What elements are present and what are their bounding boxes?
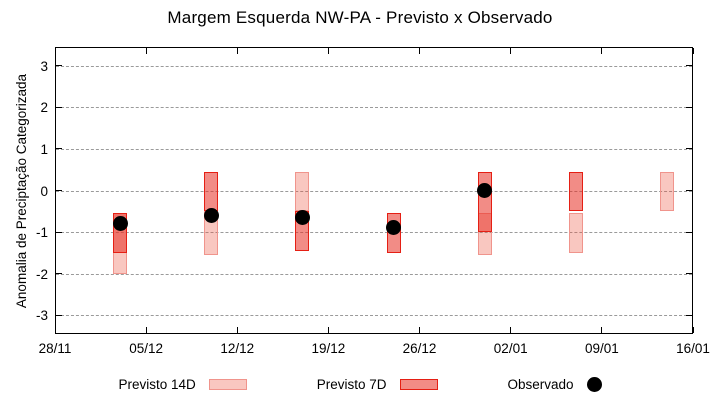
x-axis-tick — [419, 327, 421, 333]
gridline — [56, 315, 692, 317]
legend-item-previsto-14d: Previsto 14D — [118, 376, 247, 392]
x-tick-label: 09/01 — [584, 341, 619, 356]
gridline — [56, 273, 692, 275]
y-tick-label: 2 — [40, 100, 48, 116]
y-axis-tick — [56, 314, 62, 316]
x-tick-label: 05/12 — [129, 341, 164, 356]
chart-title: Margem Esquerda NW-PA - Previsto x Obser… — [167, 8, 553, 27]
x-axis-tick — [327, 48, 329, 54]
y-axis-tick — [686, 65, 692, 67]
y-tick-label: -2 — [35, 266, 48, 282]
legend-label-observado: Observado — [507, 376, 574, 392]
y-axis-tick — [56, 148, 62, 150]
legend-label-previsto-7d: Previsto 7D — [316, 376, 387, 392]
y-axis-tick — [686, 106, 692, 108]
legend-item-observado: Observado — [507, 376, 602, 392]
x-axis-tick — [54, 48, 56, 54]
previsto-14d-bar — [659, 171, 674, 212]
y-axis-tick — [56, 231, 62, 233]
y-axis-tick — [686, 273, 692, 275]
x-axis-tick — [236, 48, 238, 54]
observado-dot-icon — [586, 376, 602, 392]
x-tick-label: 26/12 — [402, 341, 437, 356]
x-axis-tick — [601, 327, 603, 333]
x-axis-tick — [145, 48, 147, 54]
observado-point — [294, 210, 310, 226]
observado-point — [112, 216, 128, 232]
previsto-14d-swatch — [208, 378, 247, 390]
y-axis-tick — [686, 190, 692, 191]
gridline — [56, 65, 692, 67]
x-axis-tick — [145, 327, 147, 333]
gridline — [56, 232, 692, 234]
previsto-7d-swatch — [399, 378, 438, 390]
x-axis-tick — [510, 48, 512, 54]
y-tick-label: 1 — [40, 141, 48, 157]
x-tick-label: 19/12 — [311, 341, 346, 356]
x-axis-tick — [692, 48, 694, 54]
x-tick-label: 16/01 — [676, 341, 710, 356]
y-axis-tick — [686, 148, 692, 150]
y-tick-label: 3 — [40, 58, 48, 74]
y-tick-label: 0 — [40, 183, 48, 199]
previsto-7d-bar — [568, 171, 583, 212]
previsto-14d-bar — [568, 213, 583, 253]
x-tick-label: 12/12 — [220, 341, 255, 356]
observado-point — [386, 220, 402, 236]
y-axis-tick — [56, 106, 62, 108]
legend-item-previsto-7d: Previsto 7D — [317, 377, 438, 392]
y-axis-tick — [686, 314, 692, 316]
gridline — [56, 148, 692, 150]
x-axis-tick — [692, 327, 694, 333]
legend: Previsto 14D Previsto 7D Observado — [0, 372, 720, 396]
y-axis-tick — [56, 190, 62, 191]
y-tick-label: -3 — [35, 308, 48, 324]
x-axis-tick — [419, 48, 421, 54]
previsto-14d-bar — [295, 171, 310, 212]
previsto-7d-bar — [477, 171, 492, 233]
x-axis-tick — [54, 327, 56, 333]
y-axis-tick — [56, 65, 62, 67]
x-tick-label: 28/11 — [38, 341, 72, 356]
y-tick-label: -1 — [35, 225, 48, 241]
gridline — [56, 107, 692, 109]
y-axis-tick — [56, 273, 62, 275]
x-tick-label: 02/01 — [493, 341, 528, 356]
observado-point — [203, 207, 219, 223]
x-axis-tick — [510, 327, 512, 333]
y-axis-tick — [686, 231, 692, 233]
legend-label-previsto-14d: Previsto 14D — [118, 376, 196, 392]
observado-point — [477, 183, 493, 198]
x-axis-tick — [601, 48, 603, 54]
gridline — [56, 190, 692, 192]
previsto-7d-bar — [204, 171, 219, 212]
x-axis-tick — [236, 327, 238, 333]
x-axis-tick — [327, 327, 329, 333]
